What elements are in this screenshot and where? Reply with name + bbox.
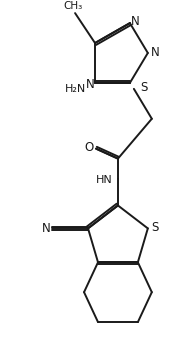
Text: S: S [151, 221, 159, 234]
Text: H₂N: H₂N [64, 84, 86, 94]
Text: N: N [42, 222, 51, 235]
Text: CH₃: CH₃ [64, 1, 83, 11]
Text: O: O [84, 141, 94, 154]
Text: N: N [86, 78, 94, 92]
Text: N: N [131, 15, 139, 27]
Text: S: S [140, 81, 148, 94]
Text: HN: HN [96, 175, 112, 184]
Text: N: N [151, 47, 159, 60]
